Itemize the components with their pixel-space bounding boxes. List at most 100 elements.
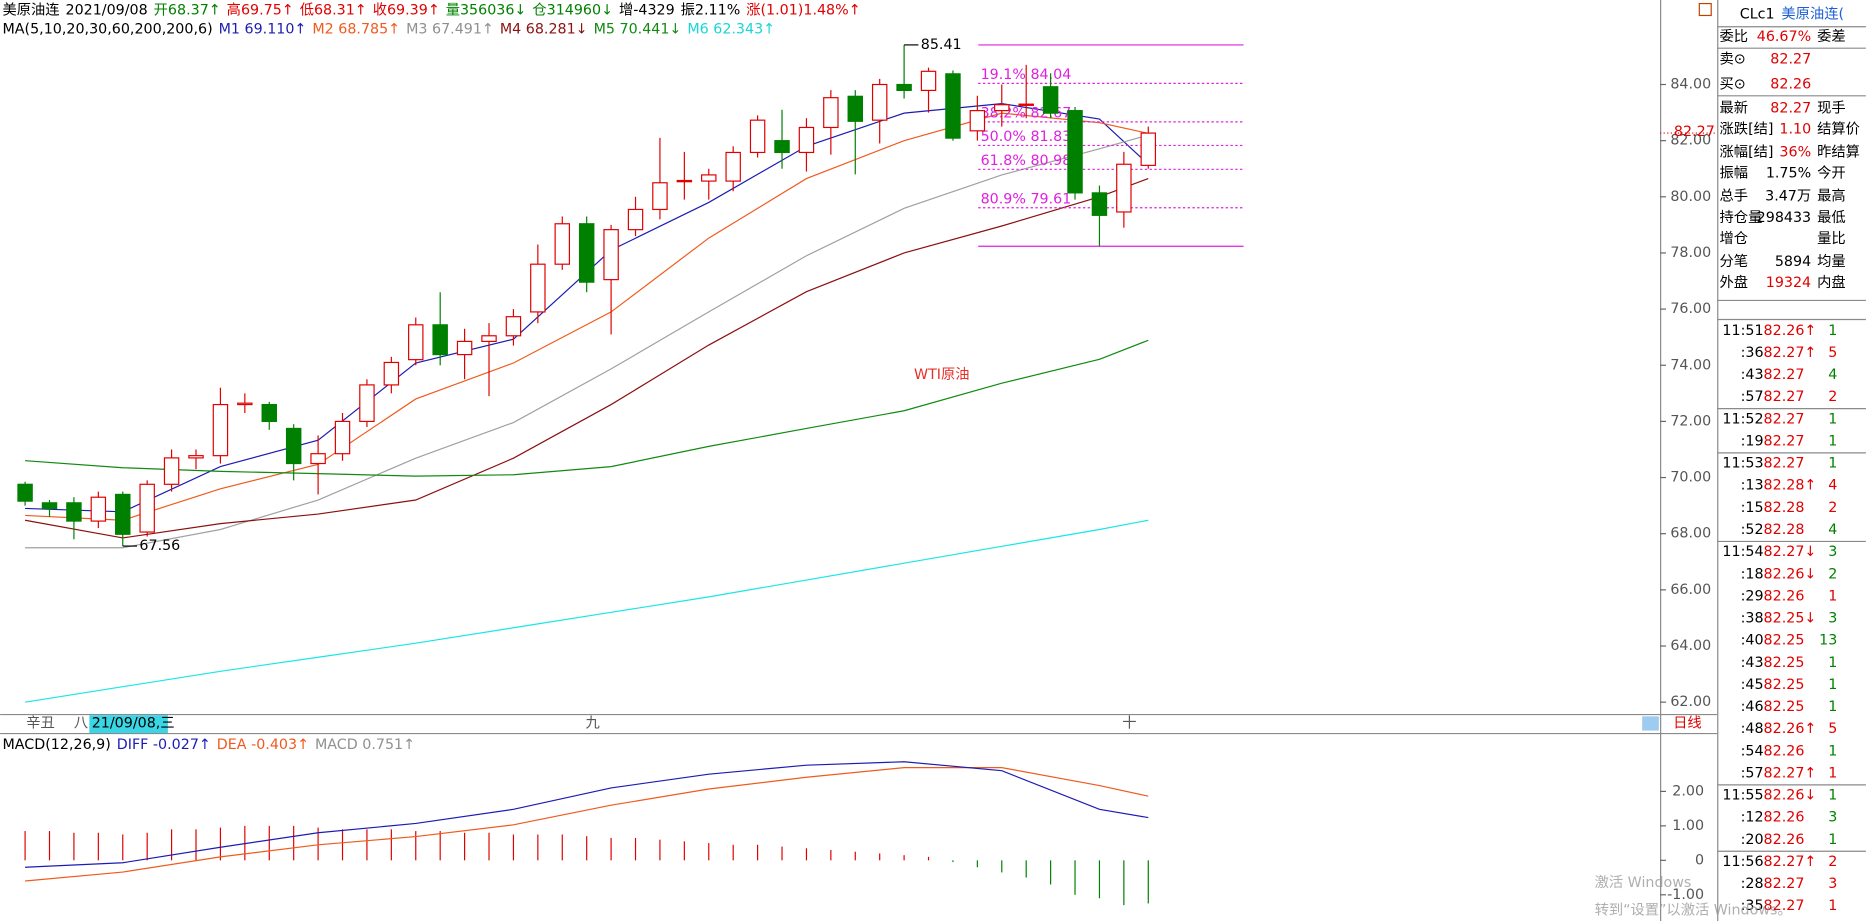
quote-label: 涨幅[结] bbox=[1720, 143, 1774, 160]
tick-price: 82.26 bbox=[1764, 588, 1805, 604]
y-tick-label: 2.00 bbox=[1672, 783, 1704, 799]
last-price-label: 82.27 bbox=[1674, 124, 1715, 140]
tick-price: 82.26 bbox=[1764, 810, 1805, 826]
tick-price: 82.25 bbox=[1764, 677, 1805, 693]
tick-volume: 1 bbox=[1828, 788, 1837, 804]
candle-body bbox=[676, 179, 693, 183]
tick-time: :48 bbox=[1741, 721, 1764, 737]
tick-price: 82.27↑ bbox=[1764, 765, 1817, 781]
candle-body bbox=[823, 97, 839, 129]
quote-value: 19324 bbox=[1766, 275, 1811, 291]
quote-label: 外盘 bbox=[1720, 273, 1749, 291]
tick-price: 82.27 bbox=[1764, 389, 1805, 405]
info-item: M4 68.281↓ bbox=[500, 22, 588, 38]
tick-volume: 4 bbox=[1828, 367, 1837, 383]
period-tab[interactable]: 日线 bbox=[1673, 714, 1702, 731]
info-item: M6 62.343↑ bbox=[687, 22, 775, 38]
tick-price: 82.27 bbox=[1764, 411, 1805, 427]
candle-body bbox=[1042, 86, 1059, 114]
quote-value: 82.26 bbox=[1770, 76, 1811, 92]
quote-value: 82.27 bbox=[1770, 51, 1811, 67]
tick-volume: 1 bbox=[1828, 588, 1837, 604]
info-item: DEA -0.403↑ bbox=[217, 737, 309, 753]
tick-volume: 1 bbox=[1828, 743, 1837, 759]
tick-volume: 3 bbox=[1828, 611, 1837, 627]
tick-price: 82.26↓ bbox=[1764, 788, 1817, 804]
tick-price: 82.26↑ bbox=[1764, 323, 1817, 339]
candle-body bbox=[408, 324, 424, 361]
y-tick-label: 78.00 bbox=[1670, 245, 1711, 261]
tick-volume: 3 bbox=[1828, 544, 1837, 560]
info-item: MA(5,10,20,30,60,200,200,6) bbox=[2, 22, 212, 38]
quote-label: 持仓量 bbox=[1720, 209, 1763, 226]
scroll-button[interactable] bbox=[1642, 716, 1659, 731]
candle-body bbox=[481, 335, 497, 342]
tick-volume: 2 bbox=[1828, 500, 1837, 516]
tick-volume: 1 bbox=[1828, 433, 1837, 449]
candle-body bbox=[212, 403, 229, 457]
candle-body bbox=[920, 70, 937, 91]
y-tick-label: 64.00 bbox=[1670, 638, 1711, 654]
tick-price: 82.25 bbox=[1764, 699, 1805, 715]
info-line: MA(5,10,20,30,60,200,200,6) M1 69.110↑ M2 … bbox=[2, 22, 775, 38]
quote-label2: 量比 bbox=[1817, 230, 1846, 247]
quote-value: 298433 bbox=[1757, 210, 1811, 226]
quote-value: 46.67% bbox=[1757, 29, 1811, 45]
ma-line bbox=[24, 178, 1149, 539]
candle-body bbox=[505, 316, 522, 337]
time-label: 辛丑 bbox=[26, 714, 55, 731]
fib-label: 80.9% 79.61 bbox=[981, 191, 1072, 207]
tick-price: 82.28 bbox=[1764, 500, 1805, 516]
quote-label: 卖⊙ bbox=[1720, 50, 1746, 67]
quote-value: 1.10 bbox=[1779, 122, 1811, 138]
candle-body bbox=[17, 483, 33, 502]
candle-body bbox=[1091, 192, 1108, 216]
tick-price: 82.27 bbox=[1764, 433, 1805, 449]
tick-price: 82.27↑ bbox=[1764, 345, 1817, 361]
tick-time: :52 bbox=[1741, 522, 1764, 538]
quote-value: 1.75% bbox=[1766, 166, 1811, 182]
y-tick-label: 74.00 bbox=[1670, 357, 1711, 373]
candle-body bbox=[237, 402, 253, 406]
tick-time: :13 bbox=[1741, 478, 1764, 494]
info-item: 仓314960↓ bbox=[532, 2, 613, 19]
tick-price: 82.26 bbox=[1764, 743, 1805, 759]
dea-line bbox=[25, 767, 1149, 882]
chart-annotation: WTI原油 bbox=[914, 366, 970, 383]
candle-body bbox=[1067, 110, 1083, 194]
candle-body bbox=[969, 110, 986, 132]
window-icon[interactable] bbox=[1698, 2, 1712, 17]
y-tick-label: 62.00 bbox=[1670, 694, 1711, 710]
tick-time: :29 bbox=[1741, 588, 1764, 604]
info-item: 收69.39↑ bbox=[373, 2, 440, 19]
quote-label: 总手 bbox=[1720, 187, 1749, 204]
tick-time: :57 bbox=[1741, 765, 1764, 781]
tick-volume: 2 bbox=[1828, 389, 1837, 405]
y-tick-label: 70.00 bbox=[1670, 470, 1711, 486]
tick-volume: 5 bbox=[1828, 721, 1837, 737]
info-item: 开68.37↑ bbox=[154, 3, 221, 19]
candle-body bbox=[456, 340, 473, 356]
candle-body bbox=[798, 126, 815, 154]
tick-time: :54 bbox=[1741, 743, 1764, 759]
quote-label: 涨跌[结] bbox=[1720, 121, 1774, 138]
candle-body bbox=[383, 361, 400, 386]
tick-volume: 1 bbox=[1828, 677, 1837, 693]
candle-body bbox=[334, 420, 351, 455]
candle-body bbox=[139, 483, 155, 533]
y-tick-label: 0 bbox=[1695, 852, 1704, 868]
tick-volume: 1 bbox=[1828, 832, 1837, 848]
y-tick-label: -1.00 bbox=[1667, 887, 1704, 903]
fib-label: 61.8% 80.98 bbox=[981, 153, 1072, 169]
tick-volume: 1 bbox=[1828, 655, 1837, 671]
candle-body bbox=[847, 95, 864, 122]
tick-volume: 1 bbox=[1828, 456, 1837, 472]
tick-volume: 1 bbox=[1828, 765, 1837, 781]
cursor-date-bg bbox=[89, 715, 168, 733]
tick-time: :43 bbox=[1741, 367, 1764, 383]
tick-price: 82.26 bbox=[1764, 832, 1805, 848]
tick-time: 11:52 bbox=[1722, 411, 1763, 427]
info-item: 涨(1.01)1.48%↑ bbox=[746, 2, 860, 19]
